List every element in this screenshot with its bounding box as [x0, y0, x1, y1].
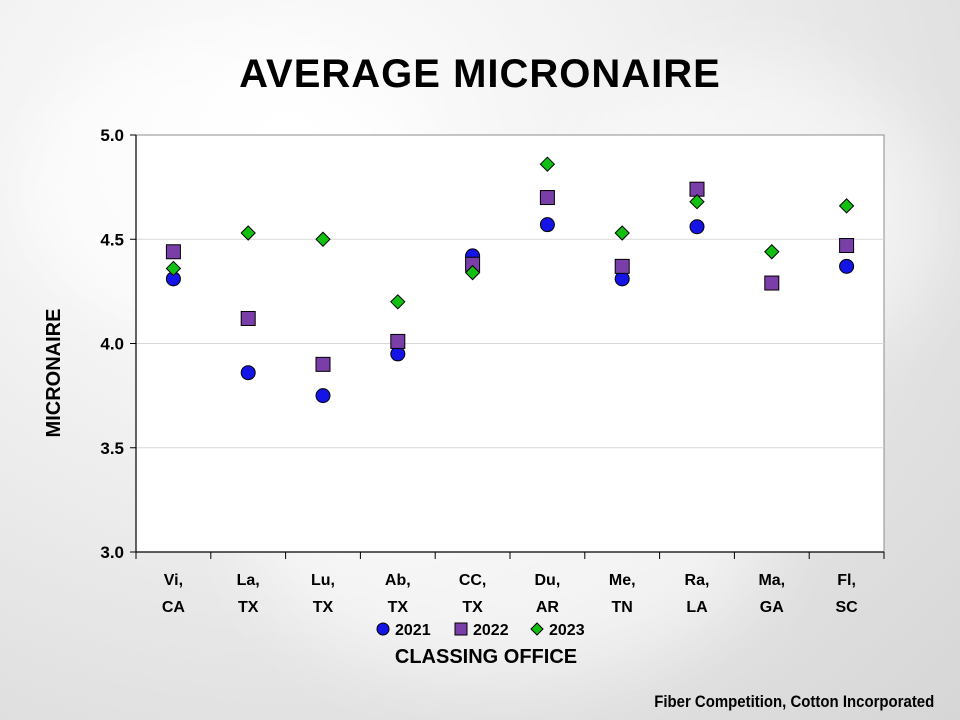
x-tick-label: Ma, — [758, 572, 785, 589]
data-point-2023 — [539, 156, 556, 172]
x-tick-label: AR — [536, 599, 560, 616]
x-tick-label: CC, — [459, 572, 487, 589]
data-point-2023 — [614, 225, 630, 241]
data-point-2023 — [315, 231, 331, 247]
x-tick-label: CA — [162, 599, 186, 616]
data-point-2023 — [165, 260, 182, 277]
data-point-2021 — [839, 258, 855, 274]
legend-marker-2022 — [454, 622, 468, 636]
x-tick-label: LA — [686, 599, 708, 616]
x-tick-label: TX — [313, 599, 334, 616]
y-tick-label: 3.5 — [100, 439, 124, 458]
x-tick-label: Fl, — [837, 572, 856, 589]
data-point-2021 — [689, 219, 705, 235]
legend-label: 2021 — [395, 622, 431, 639]
x-tick-label: Vi, — [164, 572, 183, 589]
data-point-2022 — [315, 356, 331, 372]
data-point-2023 — [689, 194, 705, 210]
x-tick-label: Du, — [535, 572, 561, 589]
data-point-2023 — [838, 198, 855, 214]
data-point-2023 — [390, 294, 406, 310]
y-axis-ticks: 3.0 3.5 4.0 4.5 5.0 — [100, 126, 136, 562]
x-tick-label: GA — [760, 599, 784, 616]
x-tick-label: La, — [237, 572, 260, 589]
data-point-2022 — [240, 310, 256, 326]
x-tick-label: TX — [238, 599, 259, 616]
source-footer: Fiber Competition, Cotton Incorporated — [653, 692, 934, 711]
x-tick-label: TX — [462, 599, 483, 616]
x-tick-label: Lu, — [311, 572, 335, 589]
x-axis-ticks: Vi, CA La, TX Lu, TX Ab, TX CC, TX Du, AR Me, TN Ra, LA… — [135, 552, 885, 616]
x-tick-label: Ab, — [385, 572, 411, 589]
data-point-2022 — [839, 238, 855, 254]
data-point-2022 — [764, 275, 780, 291]
x-tick-label: SC — [835, 599, 858, 616]
chart-title: AVERAGE MICRONAIRE — [239, 52, 721, 96]
legend-label: 2022 — [473, 622, 509, 639]
data-point-2021 — [539, 217, 555, 233]
legend-label: 2023 — [549, 622, 585, 639]
x-axis-label: CLASSING OFFICE — [395, 646, 577, 668]
data-point-2021 — [315, 388, 331, 404]
data-point-2023 — [464, 264, 481, 281]
data-point-2021 — [240, 365, 256, 381]
data-point-2022 — [539, 190, 555, 206]
x-tick-label: TX — [388, 599, 409, 616]
data-point-2021 — [614, 271, 630, 287]
data-point-2023 — [764, 244, 780, 260]
data-markers — [165, 156, 855, 404]
y-axis-label: MICRONAIRE — [43, 309, 65, 438]
y-tick-label: 4.0 — [100, 335, 124, 354]
y-tick-label: 3.0 — [100, 543, 124, 562]
data-point-2022 — [165, 244, 181, 260]
data-point-2022 — [614, 258, 630, 274]
y-tick-label: 4.5 — [100, 230, 124, 249]
data-point-2023 — [240, 225, 256, 241]
legend-marker-2021 — [376, 622, 390, 636]
gridlines — [136, 238, 884, 449]
x-tick-label: Ra, — [685, 572, 710, 589]
data-point-2022 — [390, 333, 406, 349]
legend-marker-2023 — [530, 622, 544, 636]
x-tick-label: TN — [612, 599, 633, 616]
data-point-2021 — [390, 346, 406, 362]
x-tick-label: Me, — [609, 572, 636, 589]
y-tick-label: 5.0 — [100, 126, 124, 145]
legend: 2021 2022 2023 — [376, 622, 585, 639]
